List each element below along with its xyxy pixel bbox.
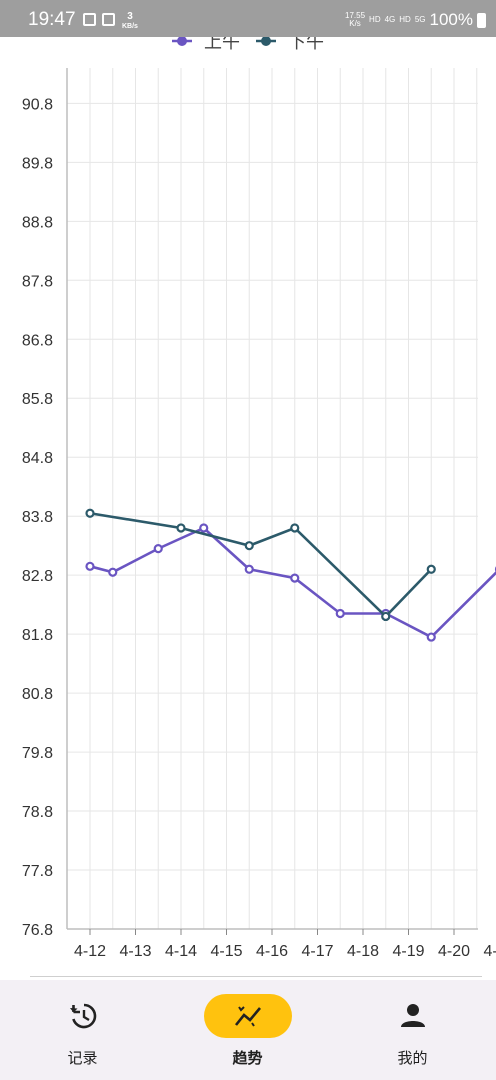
data-point-afternoon bbox=[290, 523, 300, 533]
trend-chart[interactable]: 90.8 89.8 88.8 87.8 86.8 85.8 84.8 83.8 82.8 81.8… bbox=[0, 37, 496, 980]
data-point-afternoon bbox=[176, 523, 186, 533]
net-speed-value: 3 bbox=[127, 11, 133, 22]
x-tick-label: 4-21 bbox=[483, 943, 496, 960]
nav-pill-trend bbox=[203, 994, 292, 1038]
data-point-morning bbox=[153, 544, 163, 554]
y-tick-label: 89.8 bbox=[22, 155, 53, 172]
y-tick-label: 82.8 bbox=[22, 568, 53, 585]
x-tick-label: 4-13 bbox=[119, 943, 151, 960]
nav-pill-mine bbox=[369, 994, 457, 1038]
legend-label-morning: 上午 bbox=[204, 37, 240, 53]
x-tick-label: 4-20 bbox=[438, 943, 470, 960]
signal-label-2: 5G bbox=[414, 15, 426, 24]
nav-label-trend: 趋势 bbox=[232, 1050, 263, 1067]
x-tick-label: 4-15 bbox=[210, 943, 242, 960]
x-tick-label: 4-16 bbox=[256, 943, 288, 960]
x-tick-label: 4-12 bbox=[74, 943, 106, 960]
bottom-nav: 记录 趋势 我的 bbox=[0, 980, 496, 1080]
y-tick-label: 79.8 bbox=[22, 745, 53, 762]
y-tick-label: 81.8 bbox=[22, 627, 53, 644]
chart-divider bbox=[30, 976, 482, 977]
y-tick-label: 85.8 bbox=[22, 391, 53, 408]
y-tick-label: 76.8 bbox=[22, 922, 53, 939]
net-speed-2: 17.55 K/s bbox=[345, 12, 365, 28]
speed2-unit: K/s bbox=[349, 19, 361, 28]
x-tick-label: 4-19 bbox=[392, 943, 424, 960]
data-point-morning bbox=[85, 561, 95, 571]
data-point-morning bbox=[108, 567, 118, 577]
person-icon bbox=[400, 1004, 425, 1027]
history-icon bbox=[69, 1003, 96, 1029]
x-tick-label: 4-17 bbox=[301, 943, 333, 960]
check-notification-icon bbox=[83, 13, 96, 26]
y-tick-label: 90.8 bbox=[22, 96, 53, 113]
y-tick-label: 77.8 bbox=[22, 863, 53, 880]
data-point-morning bbox=[426, 632, 436, 642]
y-tick-label: 83.8 bbox=[22, 509, 53, 526]
battery-icon bbox=[477, 12, 486, 28]
y-tick-label: 86.8 bbox=[22, 332, 53, 349]
net-speed: 3 KB/s bbox=[122, 12, 138, 31]
legend-label-afternoon: 下午 bbox=[288, 37, 324, 53]
hd-label-2: HD bbox=[399, 15, 411, 24]
signal-label-1: 4G bbox=[384, 15, 396, 24]
nav-pill-records bbox=[39, 994, 127, 1038]
series-line-morning bbox=[89, 526, 496, 639]
status-bar: 19:47 3 KB/s 17.55 K/s HD 4G HD 5G 100% bbox=[0, 0, 496, 37]
data-point-morning bbox=[335, 608, 345, 619]
speed2-value: 17.55 bbox=[345, 11, 366, 20]
series-line-afternoon bbox=[89, 511, 433, 619]
data-point-afternoon bbox=[381, 611, 391, 622]
data-point-afternoon bbox=[426, 564, 436, 574]
status-time: 19:47 bbox=[28, 9, 76, 30]
net-speed-unit: KB/s bbox=[122, 23, 138, 30]
x-tick-label: 4-14 bbox=[165, 943, 197, 960]
trend-icon bbox=[234, 1006, 261, 1027]
trend-chart-svg: 90.8 89.8 88.8 87.8 86.8 85.8 84.8 83.8 82.8 81.8… bbox=[22, 37, 496, 960]
y-tick-label: 78.8 bbox=[22, 804, 53, 821]
legend-marker-morning bbox=[177, 37, 187, 46]
nav-item-records[interactable]: 记录 bbox=[0, 980, 165, 1080]
nav-label-records: 记录 bbox=[67, 1050, 98, 1067]
x-tick-label: 4-18 bbox=[347, 943, 379, 960]
data-point-morning bbox=[199, 523, 209, 533]
legend-marker-afternoon bbox=[261, 37, 271, 46]
nav-item-trend[interactable]: 趋势 bbox=[165, 980, 330, 1080]
data-point-morning bbox=[290, 573, 300, 583]
y-tick-label: 87.8 bbox=[22, 273, 53, 290]
y-tick-label: 88.8 bbox=[22, 214, 53, 231]
data-point-morning bbox=[244, 564, 254, 574]
y-tick-label: 80.8 bbox=[22, 686, 53, 703]
battery-text: 100% bbox=[429, 10, 473, 29]
nav-item-mine[interactable]: 我的 bbox=[330, 980, 495, 1080]
hd-label-1: HD bbox=[369, 15, 381, 24]
nav-label-mine: 我的 bbox=[397, 1050, 428, 1067]
data-point-afternoon bbox=[85, 508, 95, 518]
app-notification-icon bbox=[102, 13, 115, 26]
y-tick-label: 84.8 bbox=[22, 450, 53, 467]
data-point-afternoon bbox=[244, 541, 254, 551]
